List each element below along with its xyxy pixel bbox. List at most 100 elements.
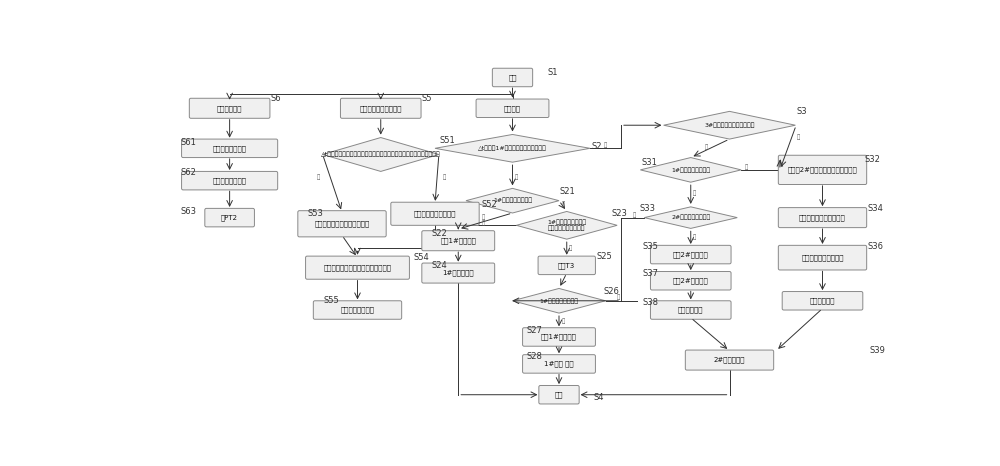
FancyBboxPatch shape [476,99,549,117]
FancyBboxPatch shape [539,385,579,404]
Text: 是: 是 [561,318,565,323]
Text: 是: 是 [693,190,696,196]
Text: 1#低压开关是否分界: 1#低压开关是否分界 [671,167,710,173]
Text: S55: S55 [323,296,339,305]
Polygon shape [640,158,741,182]
Text: S63: S63 [181,207,197,216]
Text: 返PT2: 返PT2 [221,214,238,221]
Text: S5: S5 [421,94,432,103]
Text: 是: 是 [482,220,485,226]
FancyBboxPatch shape [182,139,278,158]
Text: S34: S34 [867,204,883,213]
Text: S54: S54 [413,253,429,262]
FancyBboxPatch shape [685,350,774,370]
FancyBboxPatch shape [340,98,421,118]
Text: S52: S52 [482,200,497,209]
Text: 否: 否 [797,134,800,139]
Text: 闭锁失压分闸逻辑关系: 闭锁失压分闸逻辑关系 [414,211,456,217]
FancyBboxPatch shape [298,211,386,237]
Text: S26: S26 [604,287,620,296]
Text: 2#变压器供电: 2#变压器供电 [714,357,745,363]
FancyBboxPatch shape [650,272,731,290]
Polygon shape [466,188,559,213]
Text: S53: S53 [308,209,324,218]
Text: 检测到2#低压开关有压，开关复位: 检测到2#低压开关有压，开关复位 [788,166,857,173]
FancyBboxPatch shape [306,256,409,279]
Text: 否: 否 [317,175,320,180]
Text: S37: S37 [643,268,659,278]
Text: 恢复正常逻辑功能: 恢复正常逻辑功能 [340,307,374,313]
Text: S21: S21 [560,187,576,196]
Text: 否: 否 [617,295,620,301]
Text: S62: S62 [181,169,197,178]
Text: 结束: 结束 [555,391,563,398]
Text: S36: S36 [867,242,883,251]
Text: 否: 否 [561,201,565,206]
FancyBboxPatch shape [523,355,595,373]
Text: S51: S51 [440,136,455,145]
Text: 1#变压 供电: 1#变压 供电 [544,361,574,367]
Text: 否: 否 [745,165,748,171]
Text: 1#低压开关是否有电: 1#低压开关是否有电 [493,198,532,204]
Text: 母联开关备自投功能投入: 母联开关备自投功能投入 [799,214,846,221]
Polygon shape [644,207,737,228]
FancyBboxPatch shape [782,292,863,310]
Text: 开始: 开始 [508,74,517,81]
FancyBboxPatch shape [182,171,278,190]
Text: S31: S31 [641,158,657,167]
Text: 1#变压器供电: 1#变压器供电 [442,270,474,276]
Text: 重合母联开关: 重合母联开关 [810,297,835,304]
Text: 是: 是 [705,144,708,150]
FancyBboxPatch shape [778,208,867,227]
FancyBboxPatch shape [778,245,867,270]
Text: S3: S3 [796,107,807,116]
FancyBboxPatch shape [538,256,595,274]
Text: 否: 否 [604,143,607,148]
Polygon shape [435,135,590,162]
Text: S35: S35 [643,242,659,251]
Text: 重合2#低压开关: 重合2#低压开关 [673,277,709,284]
Polygon shape [323,137,439,171]
Text: 3#低压开关备自投是否投入: 3#低压开关备自投是否投入 [704,123,755,128]
Text: S27: S27 [526,326,542,335]
FancyBboxPatch shape [422,263,495,283]
Text: 重合2#高压开关: 重合2#高压开关 [673,251,709,258]
FancyBboxPatch shape [492,68,533,87]
Text: 失压分闸: 失压分闸 [504,105,521,111]
FancyBboxPatch shape [650,245,731,264]
Text: △t时间内分闸过程是否有压和是否收到失压保护信息或者电压顺报信息: △t时间内分闸过程是否有压和是否收到失压保护信息或者电压顺报信息 [321,152,441,158]
Text: 是: 是 [443,175,446,180]
Text: 是: 是 [482,215,485,220]
Text: 是: 是 [693,235,696,240]
Text: 闭锁所有逻辑关系: 闭锁所有逻辑关系 [213,178,247,184]
Text: 重合1#低压开关: 重合1#低压开关 [541,334,577,340]
Text: 1#低压开关合位检有
压后母联开关是否投入: 1#低压开关合位检有 压后母联开关是否投入 [547,219,586,232]
Text: 1#低压开关是否来电: 1#低压开关是否来电 [539,298,579,303]
FancyBboxPatch shape [650,301,731,319]
Text: S4: S4 [593,393,604,402]
Text: 否: 否 [633,212,636,218]
Text: 待断开无压，若有则复: 待断开无压，若有则复 [801,254,844,261]
Text: 检测到手动分闸的低压开关复位情况: 检测到手动分闸的低压开关复位情况 [324,264,392,271]
Text: S39: S39 [869,346,885,355]
Text: S1: S1 [547,69,558,77]
Text: 获到过流故障报息: 获到过流故障报息 [213,145,247,151]
FancyBboxPatch shape [391,202,479,226]
Text: S22: S22 [432,228,448,238]
FancyBboxPatch shape [205,208,254,227]
FancyBboxPatch shape [313,301,402,319]
Text: S61: S61 [181,137,197,147]
Text: 是: 是 [515,175,518,180]
Text: S2: S2 [592,142,602,151]
Polygon shape [512,288,606,313]
Text: 延时T3: 延时T3 [558,262,575,269]
Text: 重合1#低压开关: 重合1#低压开关 [440,237,476,244]
Text: S23: S23 [612,209,628,218]
FancyBboxPatch shape [778,155,867,185]
Polygon shape [664,111,795,139]
Text: S24: S24 [432,261,448,270]
Text: S32: S32 [864,155,880,164]
FancyBboxPatch shape [189,98,270,118]
Text: S33: S33 [640,204,656,213]
Text: 过流故障分闸: 过流故障分闸 [217,105,242,111]
